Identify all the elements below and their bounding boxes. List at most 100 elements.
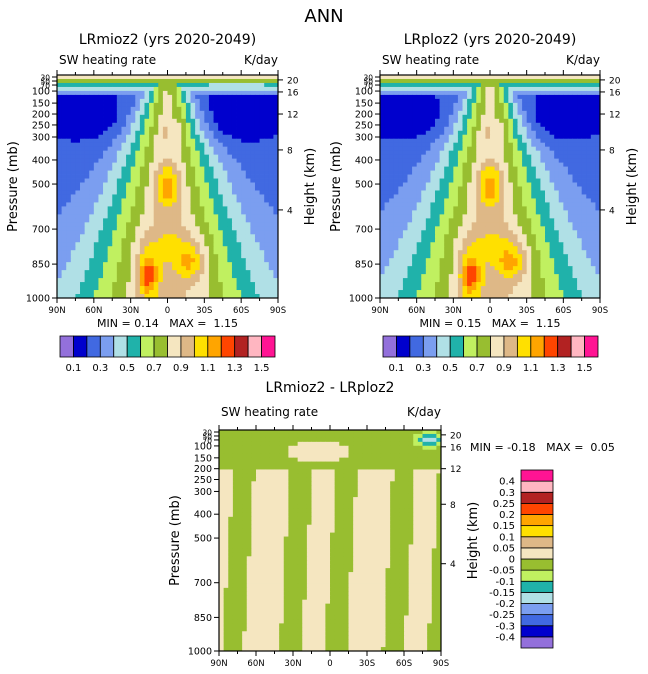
contour-cell — [545, 158, 550, 164]
contour-cell — [144, 146, 150, 152]
contour-cell — [259, 282, 265, 287]
contour-cell — [70, 222, 76, 227]
contour-cell — [512, 206, 518, 211]
contour-cell — [227, 182, 233, 187]
contour-cell — [572, 90, 578, 96]
contour-cell — [268, 78, 274, 84]
contour-cell — [213, 166, 219, 171]
contour-cell — [158, 110, 164, 116]
contour-cell — [208, 130, 214, 136]
contour-cell — [231, 86, 237, 92]
contour-cell — [453, 218, 459, 223]
contour-cell — [264, 210, 270, 215]
contour-cell — [402, 222, 408, 227]
contour-cell — [176, 154, 182, 160]
contour-cell — [162, 230, 168, 235]
contour-cell — [130, 114, 136, 120]
contour-cell — [384, 242, 390, 247]
contour-cell — [84, 234, 90, 239]
contour-cell — [398, 198, 404, 203]
contour-cell — [522, 186, 528, 191]
contour-cell — [540, 138, 546, 144]
contour-cell — [121, 214, 127, 219]
contour-cell — [112, 190, 118, 195]
contour-cell — [139, 75, 145, 80]
contour-cell — [66, 94, 72, 100]
contour-cell — [462, 118, 468, 124]
contour-cell — [199, 126, 205, 132]
contour-cell — [485, 138, 491, 144]
contour-cell — [264, 182, 270, 187]
contour-cell — [208, 198, 214, 203]
contour-cell — [503, 170, 509, 175]
y-tick-label: 100 — [32, 87, 50, 98]
contour-cell — [116, 114, 122, 120]
contour-cell — [554, 102, 560, 108]
contour-cell — [158, 290, 164, 295]
contour-cell — [485, 142, 491, 148]
contour-cell — [264, 198, 270, 203]
contour-cell — [167, 118, 173, 124]
contour-cell — [567, 78, 573, 84]
contour-cell — [231, 178, 237, 183]
contour-cell — [236, 146, 242, 152]
contour-cell — [130, 226, 136, 231]
contour-cell — [494, 174, 500, 179]
contour-cell — [57, 242, 62, 247]
contour-cell — [135, 122, 141, 128]
contour-cell — [172, 158, 178, 164]
contour-cell — [448, 142, 454, 148]
contour-cell — [89, 142, 95, 148]
contour-cell — [522, 198, 528, 203]
contour-cell — [70, 218, 76, 223]
colorbar-box — [99, 335, 115, 358]
contour-cell — [540, 122, 546, 128]
contour-cell — [264, 278, 270, 283]
contour-cell — [89, 282, 95, 287]
contour-cell — [407, 122, 413, 128]
contour-cell — [98, 110, 104, 116]
contour-cell — [453, 234, 459, 239]
contour-cell — [268, 198, 274, 203]
contour-cell — [185, 218, 191, 223]
contour-cell — [112, 162, 118, 167]
contour-cell — [162, 274, 168, 279]
contour-cell — [84, 186, 90, 191]
contour-cell — [435, 118, 440, 124]
contour-cell — [121, 102, 127, 108]
contour-cell — [517, 75, 523, 80]
contour-cell — [195, 158, 201, 164]
contour-cell — [480, 130, 486, 136]
contour-cell — [512, 186, 518, 191]
contour-cell — [208, 186, 214, 191]
contour-cell — [199, 106, 205, 112]
contour-cell — [93, 190, 99, 195]
contour-cell — [554, 214, 560, 219]
contour-cell — [241, 154, 247, 160]
contour-cell — [586, 154, 592, 160]
contour-cell — [195, 222, 201, 227]
contour-cell — [402, 158, 408, 164]
contour-cell — [462, 198, 468, 203]
contour-cell — [107, 190, 113, 195]
contour-cell — [476, 190, 482, 195]
contour-cell — [480, 114, 486, 120]
contour-cell — [57, 214, 62, 219]
contour-cell — [103, 294, 109, 299]
contour-cell — [430, 102, 436, 108]
contour-cell — [103, 186, 109, 191]
contour-cell — [590, 234, 596, 239]
contour-cell — [412, 214, 418, 219]
contour-cell — [595, 194, 601, 199]
contour-cell — [586, 102, 592, 108]
contour-cell — [586, 94, 592, 100]
contour-cell — [144, 134, 150, 140]
contour-cell — [167, 98, 173, 104]
contour-cell — [231, 278, 237, 283]
contour-cell — [572, 106, 578, 112]
contour-cell — [103, 226, 109, 231]
contour-cell — [112, 230, 118, 235]
contour-cell — [70, 178, 76, 183]
contour-cell — [231, 106, 237, 112]
contour-cell — [444, 238, 450, 243]
